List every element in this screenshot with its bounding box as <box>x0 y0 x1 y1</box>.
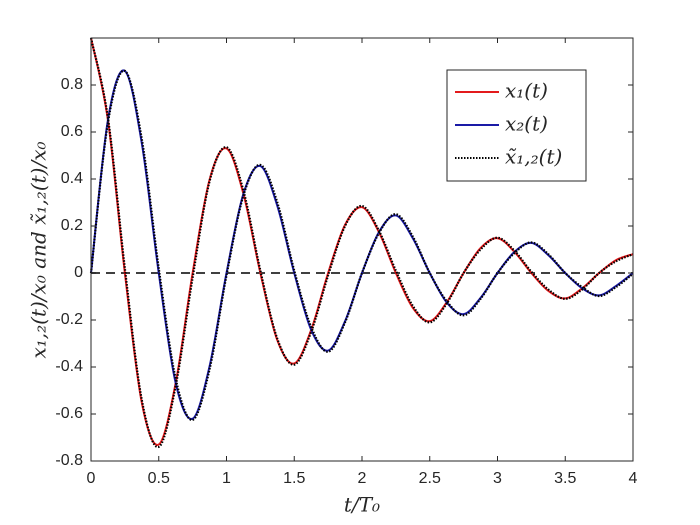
series-line <box>89 69 634 421</box>
y-tick-label: -0.2 <box>55 311 83 328</box>
legend-label: x₂(t) <box>505 112 548 136</box>
x-axis-label: t/T₀ <box>344 493 380 517</box>
y-tick-label: 0.4 <box>61 170 83 187</box>
x-tick-label: 4 <box>629 470 638 487</box>
y-tick-label: 0.6 <box>61 123 83 140</box>
x-tick-label: 3.5 <box>554 470 576 487</box>
y-tick-label: 0.2 <box>61 217 83 234</box>
y-tick-label: 0 <box>74 264 83 281</box>
x-tick-label: 1 <box>222 470 231 487</box>
x-tick-label: 0.5 <box>148 470 170 487</box>
x-tick-label: 0 <box>87 470 96 487</box>
y-axis-label: x₁,₂(t)/x₀ and x̃₁,₂(t)/x₀ <box>27 141 51 358</box>
legend-label: x₁(t) <box>505 79 548 103</box>
legend-label: x̃₁,₂(t) <box>505 145 562 169</box>
x-tick-label: 3 <box>493 470 502 487</box>
x-tick-label: 2.5 <box>419 470 441 487</box>
x-tick-label: 1.5 <box>283 470 305 487</box>
y-tick-label: -0.6 <box>55 405 83 422</box>
y-tick-label: -0.8 <box>55 452 83 469</box>
x-tick-label: 2 <box>358 470 367 487</box>
series-line <box>89 37 634 449</box>
y-tick-label: 0.8 <box>61 76 83 93</box>
y-tick-label: -0.4 <box>55 358 83 375</box>
